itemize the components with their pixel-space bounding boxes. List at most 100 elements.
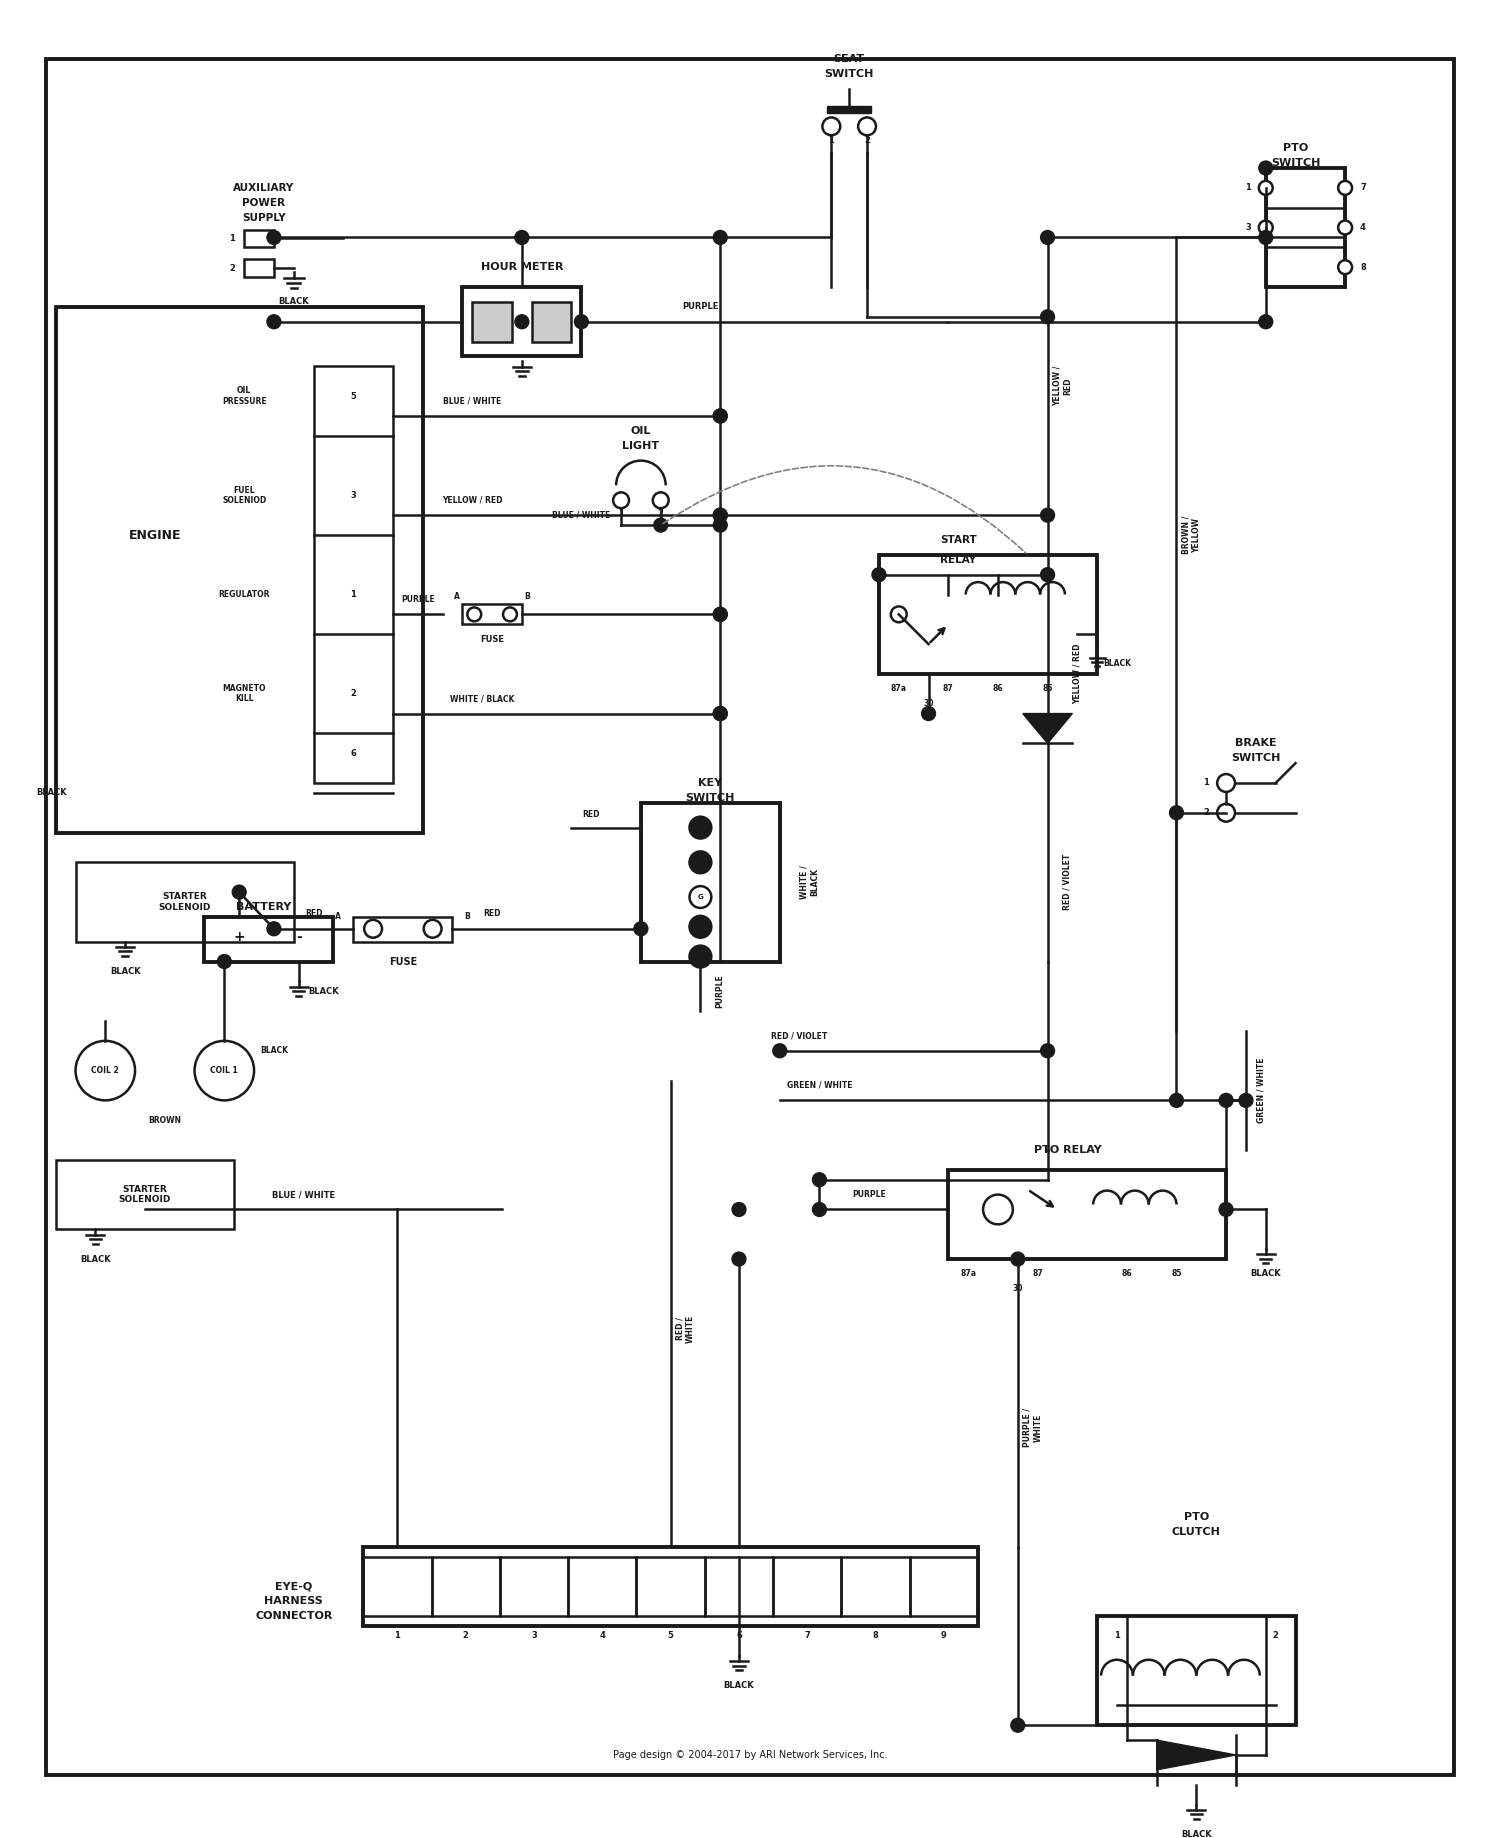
Circle shape [267, 314, 280, 329]
Text: SWITCH: SWITCH [686, 792, 735, 803]
Text: BROWN: BROWN [148, 1116, 182, 1125]
Text: PURPLE: PURPLE [852, 1189, 886, 1198]
Text: STARTER
SOLENOID: STARTER SOLENOID [159, 891, 212, 912]
Text: 8: 8 [873, 1632, 879, 1641]
Text: BRAKE: BRAKE [1234, 739, 1276, 748]
Text: FUEL
SOLENIOD: FUEL SOLENIOD [222, 485, 267, 505]
Text: 1: 1 [1114, 1632, 1120, 1641]
Circle shape [1220, 1202, 1233, 1217]
Text: GREEN / WHITE: GREEN / WHITE [1257, 1057, 1266, 1123]
Circle shape [732, 1252, 746, 1266]
Circle shape [858, 118, 876, 136]
Text: 1: 1 [1203, 779, 1209, 787]
Bar [948, 1169, 1226, 1259]
Circle shape [714, 410, 728, 423]
Circle shape [514, 314, 529, 329]
Circle shape [732, 1202, 746, 1217]
Circle shape [714, 410, 728, 423]
Circle shape [364, 919, 382, 937]
Text: BLACK: BLACK [1102, 660, 1131, 669]
Text: RED: RED [582, 811, 600, 820]
Circle shape [614, 493, 628, 509]
Bar [244, 230, 274, 248]
Text: BATTERY: BATTERY [237, 902, 291, 912]
Bar [363, 1557, 432, 1616]
Text: BLACK: BLACK [723, 1682, 754, 1691]
Circle shape [195, 1040, 254, 1101]
Text: BLUE / WHITE: BLUE / WHITE [552, 511, 610, 520]
Circle shape [690, 915, 711, 937]
Circle shape [1258, 180, 1272, 195]
Text: BLACK: BLACK [1180, 1831, 1212, 1838]
Text: RED / VIOLET: RED / VIOLET [1064, 855, 1072, 910]
Bar [75, 862, 294, 941]
Circle shape [574, 314, 588, 329]
Circle shape [690, 851, 711, 873]
Text: BLACK: BLACK [80, 1255, 111, 1263]
Text: LIGHT: LIGHT [622, 441, 660, 450]
Circle shape [891, 607, 906, 623]
Text: FUSE: FUSE [388, 956, 417, 967]
Circle shape [1338, 221, 1352, 235]
Text: 2: 2 [230, 263, 236, 272]
Circle shape [1011, 1252, 1025, 1266]
Circle shape [1170, 1094, 1184, 1106]
Text: Page design © 2004-2017 by ARI Network Services, Inc.: Page design © 2004-2017 by ARI Network S… [612, 1750, 888, 1761]
Circle shape [217, 954, 231, 969]
Bar [432, 1557, 500, 1616]
Text: RELAY: RELAY [940, 555, 976, 564]
Circle shape [1041, 230, 1054, 244]
Circle shape [714, 509, 728, 522]
Circle shape [468, 607, 482, 621]
Text: WHITE / BLACK: WHITE / BLACK [450, 695, 514, 704]
Text: PURPLE /
WHITE: PURPLE / WHITE [1023, 1408, 1042, 1447]
Text: FUSE: FUSE [480, 634, 504, 643]
Circle shape [1041, 509, 1054, 522]
Text: 8: 8 [1360, 263, 1366, 272]
Text: SEAT: SEAT [834, 53, 864, 64]
Text: 87a: 87a [891, 684, 908, 693]
Text: B: B [698, 825, 703, 831]
Text: BLACK: BLACK [110, 967, 141, 976]
Circle shape [813, 1202, 826, 1217]
Circle shape [690, 886, 711, 908]
Circle shape [1011, 1719, 1025, 1731]
Text: 5: 5 [351, 391, 355, 401]
Circle shape [871, 568, 886, 581]
Text: 85: 85 [1042, 684, 1053, 693]
Text: HARNESS: HARNESS [264, 1595, 322, 1606]
Bar [314, 366, 393, 783]
Text: OIL
PRESSURE: OIL PRESSURE [222, 386, 267, 406]
Circle shape [503, 607, 518, 621]
Text: SWITCH: SWITCH [825, 68, 874, 79]
Circle shape [1216, 803, 1234, 822]
Text: 2: 2 [462, 1632, 468, 1641]
Text: S1: S1 [696, 925, 705, 930]
Circle shape [714, 230, 728, 244]
Text: BLACK: BLACK [279, 298, 309, 307]
Text: 3: 3 [531, 1632, 537, 1641]
Text: 86: 86 [1122, 1270, 1132, 1279]
Text: 87a: 87a [960, 1270, 976, 1279]
Bar [204, 917, 333, 961]
Circle shape [634, 923, 648, 936]
Text: S2: S2 [696, 954, 705, 959]
Text: EYE-Q: EYE-Q [274, 1581, 312, 1592]
Text: PURPLE: PURPLE [682, 303, 718, 311]
Bar [828, 105, 872, 114]
Text: PTO: PTO [1184, 1513, 1209, 1522]
Bar [1096, 1616, 1296, 1726]
Text: B: B [465, 912, 470, 921]
Bar [462, 605, 522, 625]
Text: 30: 30 [1013, 1285, 1023, 1294]
Polygon shape [1156, 1741, 1236, 1770]
Circle shape [714, 518, 728, 531]
Bar [1266, 167, 1346, 287]
Text: PTO RELAY: PTO RELAY [1034, 1145, 1101, 1154]
Text: PURPLE: PURPLE [400, 596, 435, 605]
Text: 2: 2 [1203, 809, 1209, 818]
Text: BLUE / WHITE: BLUE / WHITE [272, 1189, 334, 1198]
Text: 87: 87 [1032, 1270, 1042, 1279]
Text: 1: 1 [618, 509, 624, 518]
Circle shape [423, 919, 441, 937]
